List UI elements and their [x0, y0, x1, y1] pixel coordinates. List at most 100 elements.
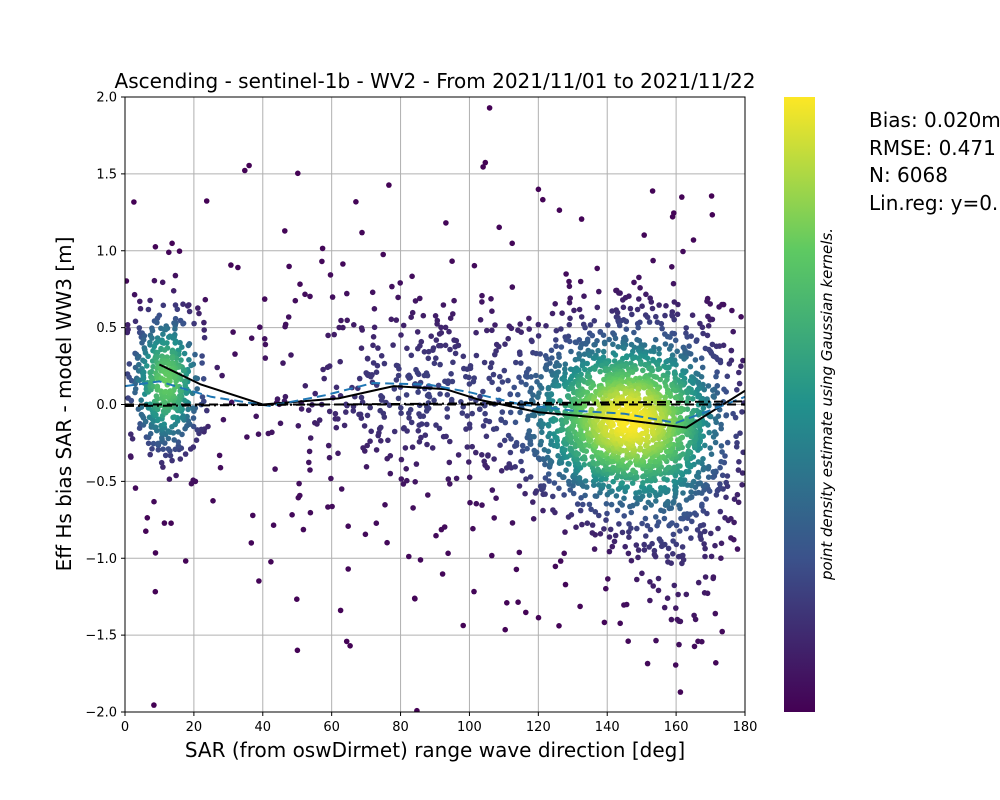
scatter-point	[634, 473, 640, 480]
scatter-point	[126, 361, 133, 367]
scatter-point	[220, 416, 227, 423]
scatter-point	[576, 367, 582, 373]
scatter-point	[663, 448, 670, 455]
scatter-point	[581, 461, 587, 468]
scatter-point	[650, 257, 656, 264]
scatter-point	[733, 444, 740, 450]
scatter-point	[683, 468, 689, 475]
scatter-point	[721, 386, 727, 393]
scatter-point	[445, 550, 451, 557]
scatter-point	[517, 321, 523, 327]
scatter-point	[740, 449, 745, 456]
scatter-point	[368, 428, 375, 435]
scatter-point	[535, 394, 541, 401]
scatter-point	[683, 399, 690, 405]
scatter-point	[141, 369, 147, 376]
scatter-point	[391, 428, 398, 435]
scatter-point	[707, 445, 713, 451]
scatter-point	[380, 251, 387, 258]
scatter-point	[300, 526, 307, 533]
scatter-point	[186, 308, 193, 315]
scatter-point	[592, 341, 598, 348]
scatter-point	[442, 342, 449, 349]
scatter-point	[739, 409, 745, 415]
scatter-point	[433, 422, 439, 428]
scatter-point	[695, 638, 701, 645]
scatter-point	[690, 478, 697, 485]
scatter-point	[652, 399, 659, 405]
scatter-point	[385, 437, 391, 444]
scatter-point	[710, 393, 717, 400]
scatter-point	[570, 482, 576, 489]
scatter-point	[708, 451, 715, 458]
scatter-point	[553, 337, 559, 343]
scatter-point	[445, 476, 452, 482]
scatter-point	[277, 420, 284, 427]
scatter-point	[672, 337, 679, 344]
scatter-point	[320, 366, 326, 373]
scatter-point	[136, 325, 143, 331]
scatter-point	[425, 348, 432, 355]
scatter-point	[636, 274, 642, 281]
scatter-point	[653, 498, 659, 504]
scatter-point	[425, 391, 432, 398]
stats-box: Bias: 0.020m RMSE: 0.471 N: 6068 Lin.reg…	[869, 108, 1000, 215]
scatter-point	[172, 340, 178, 346]
scatter-point	[687, 378, 694, 384]
scatter-point	[455, 452, 462, 458]
scatter-point	[378, 438, 384, 444]
scatter-point	[444, 406, 451, 412]
scatter-point	[735, 499, 742, 506]
scatter-point	[559, 426, 566, 433]
scatter-point	[149, 327, 156, 334]
scatter-point	[561, 550, 567, 557]
scatter-point	[321, 375, 328, 382]
scatter-point	[738, 363, 744, 370]
scatter-point	[150, 440, 157, 447]
scatter-point	[137, 298, 143, 305]
scatter-point	[739, 470, 745, 476]
scatter-point	[584, 360, 590, 367]
scatter-point	[566, 338, 573, 345]
scatter-point	[302, 383, 309, 389]
scatter-point	[646, 484, 653, 490]
scatter-point	[591, 546, 598, 552]
scatter-point	[710, 434, 717, 440]
x-ticks: 0 20 40 60 80 100 120 140 160 180	[121, 712, 757, 735]
scatter-point	[143, 528, 149, 534]
scatter-point	[538, 385, 545, 391]
scatter-point	[710, 469, 717, 475]
scatter-point	[420, 312, 427, 319]
scatter-point	[148, 368, 155, 375]
scatter-point	[364, 356, 371, 362]
scatter-point	[695, 393, 701, 400]
y-tick-label: −2.0	[85, 706, 117, 721]
scatter-point	[425, 355, 432, 362]
scatter-point	[693, 370, 699, 377]
scatter-point	[504, 600, 510, 606]
scatter-point	[443, 220, 449, 226]
scatter-point	[600, 332, 607, 339]
scatter-point	[736, 369, 742, 376]
scatter-point	[545, 448, 552, 455]
scatter-point	[558, 326, 564, 332]
scatter-point	[449, 378, 456, 385]
scatter-point	[523, 476, 529, 482]
scatter-point	[165, 446, 172, 452]
scatter-point	[369, 289, 376, 296]
scatter-point	[678, 515, 684, 522]
scatter-point	[562, 447, 568, 453]
scatter-point	[644, 660, 651, 667]
scatter-point	[566, 278, 572, 285]
scatter-point	[307, 509, 314, 516]
scatter-point	[556, 362, 562, 369]
scatter-point	[449, 258, 455, 265]
scatter-point	[305, 407, 312, 414]
scatter-point	[196, 310, 202, 317]
scatter-point	[177, 392, 183, 399]
scatter-point	[583, 448, 590, 455]
x-axis-label: SAR (from oswDirmet) range wave directio…	[185, 738, 685, 762]
scatter-point	[328, 475, 334, 482]
scatter-point	[668, 616, 675, 623]
scatter-point	[687, 363, 694, 370]
